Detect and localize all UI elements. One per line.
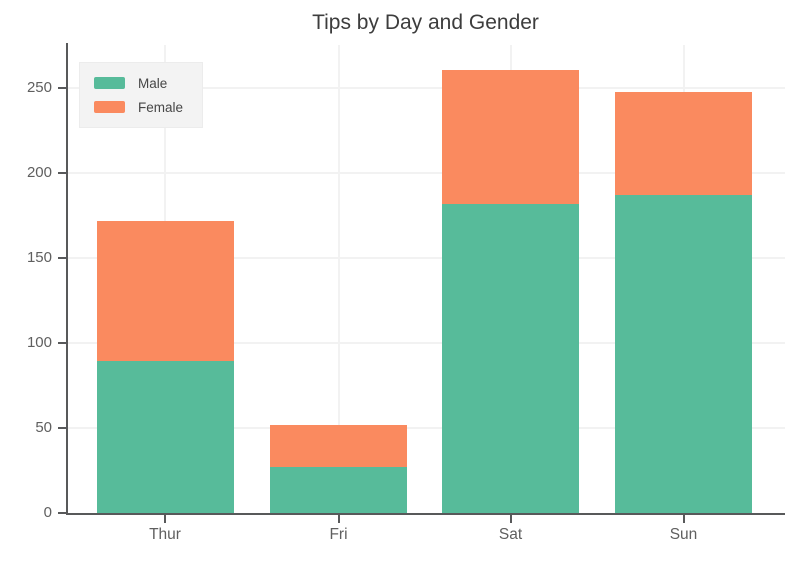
x-tick-mark-sat <box>509 515 512 523</box>
y-tick-mark-200 <box>58 172 66 174</box>
bar-segment-fri-female <box>270 424 407 468</box>
x-tick-mark-thur <box>164 515 166 523</box>
bar-sat <box>442 70 579 513</box>
x-tick-mark-fri <box>337 515 340 523</box>
h-gridline-200 <box>66 172 785 174</box>
y-tick-label-250: 250 <box>26 79 52 96</box>
y-tick-label-50: 50 <box>35 419 52 436</box>
y-tick-mark-50 <box>58 427 66 429</box>
plot-area: 0 50 100 150 200 250 Thur Fri Sat Sun Male Femal… <box>27 43 785 543</box>
y-axis-line <box>66 43 68 515</box>
y-tick-mark-250 <box>58 87 66 89</box>
y-tick-label-200: 200 <box>26 164 52 181</box>
bar-segment-fri-male <box>270 467 407 513</box>
h-gridline-50 <box>66 427 785 429</box>
y-tick-label-0: 0 <box>43 504 52 521</box>
x-tick-label-sun: Sun <box>669 526 698 543</box>
y-tick-label-150: 150 <box>26 249 52 266</box>
y-tick-label-100: 100 <box>26 334 52 351</box>
h-gridline-150 <box>66 257 785 259</box>
female-swatch-icon <box>94 101 125 113</box>
legend-label-female: Female <box>138 99 184 115</box>
bar-fri <box>270 424 407 513</box>
bar-segment-sat-female <box>442 70 579 204</box>
y-tick-mark-0 <box>58 512 66 514</box>
y-tick-mark-100 <box>58 342 66 344</box>
v-gridline-fri <box>337 45 340 513</box>
bar-segment-thur-male <box>96 361 234 513</box>
bar-segment-sun-male <box>615 195 752 513</box>
bar-segment-sat-male <box>442 203 579 513</box>
bar-segment-sun-female <box>615 92 752 196</box>
legend-item-female: Female <box>94 97 183 117</box>
legend-item-male: Male <box>94 73 183 93</box>
h-gridline-100 <box>66 342 785 344</box>
legend: Male Female <box>79 62 204 128</box>
x-tick-label-thur: Thur <box>149 526 181 543</box>
bar-thur <box>96 220 234 513</box>
bar-segment-thur-female <box>96 220 234 361</box>
x-tick-label-sat: Sat <box>498 526 523 543</box>
chart-title: Tips by Day and Gender <box>312 11 539 34</box>
bar-sun <box>615 92 752 513</box>
x-tick-mark-sun <box>682 515 685 523</box>
x-axis-line <box>66 513 785 515</box>
male-swatch-icon <box>94 77 125 89</box>
legend-label-male: Male <box>138 75 168 91</box>
x-tick-label-fri: Fri <box>329 526 348 543</box>
h-gridline-250 <box>66 87 785 89</box>
y-tick-mark-150 <box>58 257 66 259</box>
